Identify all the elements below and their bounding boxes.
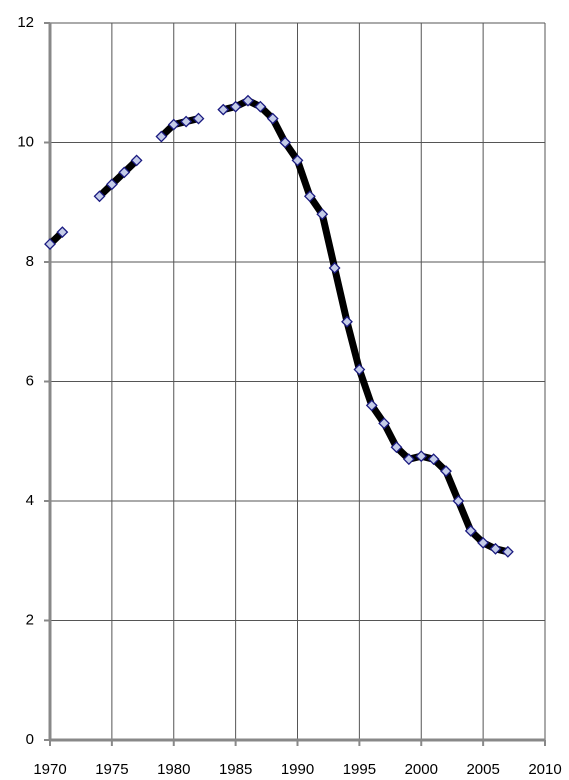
y-tick-label: 0 <box>26 731 34 748</box>
marker <box>452 495 465 507</box>
marker <box>44 238 56 250</box>
marker <box>341 315 353 328</box>
marker <box>365 399 378 412</box>
marker <box>279 136 292 149</box>
x-tick-label: 2005 <box>466 761 499 778</box>
marker <box>378 417 391 430</box>
marker <box>180 115 193 128</box>
x-tick-label: 1980 <box>157 761 190 778</box>
y-tick-label: 10 <box>17 133 34 150</box>
marker <box>130 154 143 167</box>
marker <box>316 208 329 221</box>
y-tick-label: 12 <box>17 14 34 31</box>
marker <box>328 262 341 274</box>
x-tick-label: 2000 <box>405 761 438 778</box>
marker <box>167 118 180 131</box>
marker <box>501 545 514 558</box>
marker <box>440 465 452 478</box>
marker <box>390 441 403 454</box>
marker <box>229 100 242 113</box>
marker <box>192 112 205 125</box>
marker <box>477 536 490 549</box>
marker <box>242 94 254 107</box>
line <box>46 97 512 556</box>
marker <box>415 450 428 463</box>
x-tick-label: 1970 <box>33 761 66 778</box>
y-tick-label: 2 <box>26 611 34 628</box>
y-tick-label: 6 <box>26 372 34 389</box>
marker <box>291 154 304 167</box>
marker <box>427 453 440 466</box>
marker <box>303 190 316 203</box>
marker <box>464 524 477 537</box>
marker <box>118 166 131 179</box>
x-tick-label: 1985 <box>219 761 252 778</box>
marker <box>105 178 118 191</box>
marker <box>56 226 69 239</box>
x-tick-label: 2010 <box>528 761 561 778</box>
marker <box>155 130 168 143</box>
marker <box>489 542 502 555</box>
marker <box>217 103 230 116</box>
x-tick-label: 1975 <box>95 761 128 778</box>
y-tick-label: 4 <box>26 492 34 509</box>
x-tick-label: 1990 <box>281 761 314 778</box>
marker <box>402 453 415 466</box>
marker <box>254 100 267 113</box>
marker <box>93 190 106 203</box>
x-tick-label: 1995 <box>343 761 376 778</box>
marker <box>353 363 366 376</box>
y-tick-label: 8 <box>26 253 34 270</box>
marker <box>266 112 279 125</box>
